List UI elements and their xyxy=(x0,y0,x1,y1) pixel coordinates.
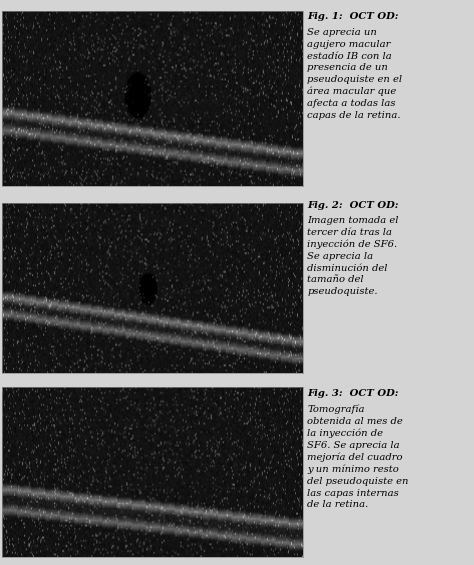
Text: Tomografía
obtenida al mes de
la inyección de
SF6. Se aprecia la
mejoría del cua: Tomografía obtenida al mes de la inyecci… xyxy=(307,405,409,510)
Text: Fig. 3:  OCT OD:: Fig. 3: OCT OD: xyxy=(307,389,399,398)
Text: Se aprecia un
agujero macular
estadío IB con la
presencia de un
pseudoquiste en : Se aprecia un agujero macular estadío IB… xyxy=(307,28,402,120)
Text: Imagen tomada el
tercer día tras la
inyección de SF6.
Se aprecia la
disminución : Imagen tomada el tercer día tras la inye… xyxy=(307,216,399,296)
Text: Fig. 1:  OCT OD:: Fig. 1: OCT OD: xyxy=(307,12,399,21)
Text: Fig. 2:  OCT OD:: Fig. 2: OCT OD: xyxy=(307,201,399,210)
